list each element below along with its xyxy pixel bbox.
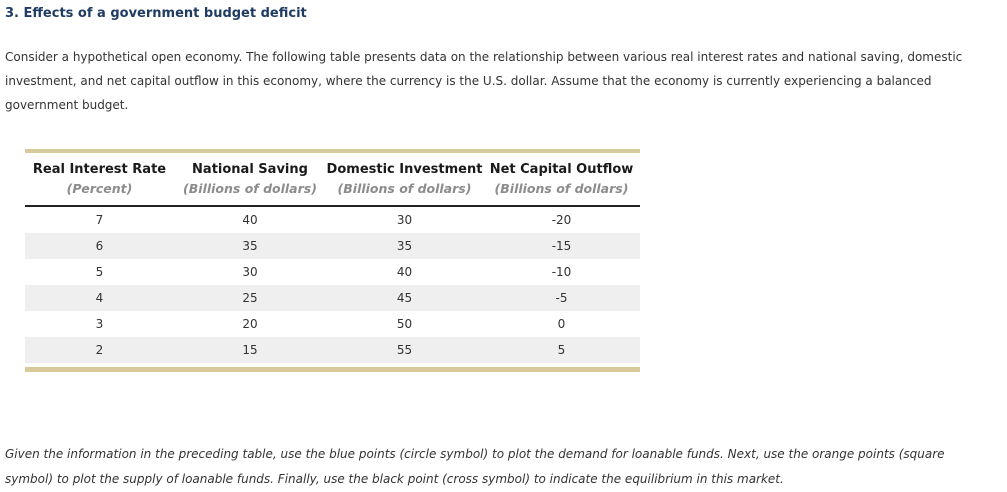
table-cell: -10 [551,265,572,279]
table-cell: 20 [242,317,258,331]
table-cell: 4 [95,291,104,305]
table-row: 4 25 45 -5 [25,285,640,311]
column-header: Domestic Investment (Billions of dollars) [326,153,483,207]
column-title: Net Capital Outflow [489,162,634,177]
table-cell: 7 [95,213,104,227]
table-row: 6 35 35 -15 [25,233,640,259]
table-cell: 0 [557,317,566,331]
column-units: (Billions of dollars) [494,181,629,196]
rates-table: Real Interest Rate (Percent) National Savi… [25,153,640,363]
table-header: Real Interest Rate (Percent) National Savi… [25,153,640,207]
table-cell: 35 [242,239,258,253]
data-table: Real Interest Rate (Percent) National Savi… [25,149,640,372]
table-cell: 30 [396,213,413,227]
table-row: 2 15 55 5 [25,337,640,363]
table-cell: 40 [242,213,258,227]
column-title: Real Interest Rate [32,162,167,177]
intro-paragraph: Consider a hypothetical open economy. Th… [5,50,963,112]
table-cell: 35 [396,239,413,253]
column-units: (Percent) [66,181,133,196]
column-header: Net Capital Outflow (Billions of dollars) [483,153,640,207]
table-cell: -5 [555,291,568,305]
table-row: 5 30 40 -10 [25,259,640,285]
table-cell: 5 [95,265,104,279]
column-header: National Saving (Billions of dollars) [174,153,326,207]
column-units: (Billions of dollars) [337,181,472,196]
table-header-row: Real Interest Rate (Percent) National Savi… [25,153,640,207]
column-header: Real Interest Rate (Percent) [25,153,174,207]
table-cell: 50 [396,317,413,331]
table-cell: 55 [396,343,413,357]
table-row: 3 20 50 0 [25,311,640,337]
table-cell: 6 [95,239,104,253]
table-body: 7 40 30 -20 6 35 35 -15 5 30 40 -10 4 25 45 -5 3 20 50 0 2 15… [25,206,640,363]
table-cell: 15 [242,343,258,357]
question-title: 3. Effects of a government budget defici… [5,6,307,21]
table-row: 7 40 30 -20 [25,206,640,233]
table-cell: 45 [396,291,413,305]
table-cell: 5 [557,343,566,357]
column-units: (Billions of dollars) [183,181,317,196]
column-title: Domestic Investment [326,162,483,177]
table-cell: -20 [551,213,572,227]
table-cell: 3 [95,317,104,331]
table-cell: 40 [396,265,413,279]
table-cell: 2 [95,343,104,357]
table-cell: -15 [551,239,572,253]
column-title: National Saving [192,162,308,177]
table-cell: 25 [242,291,258,305]
table-cell: 30 [242,265,258,279]
plot-instructions: Given the information in the preceding t… [5,447,945,486]
